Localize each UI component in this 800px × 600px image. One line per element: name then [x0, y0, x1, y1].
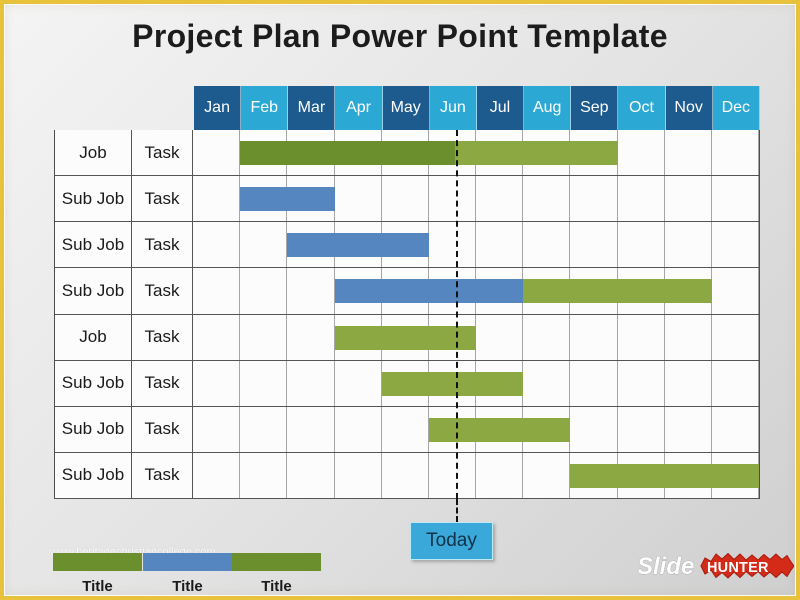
- svg-text:Slide: Slide: [639, 553, 694, 580]
- svg-text:HUNTER: HUNTER: [707, 560, 769, 576]
